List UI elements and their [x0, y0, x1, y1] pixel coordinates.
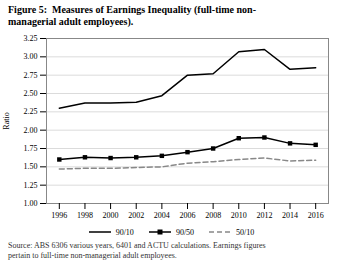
- svg-text:3.00: 3.00: [24, 52, 38, 61]
- html-text:90/50: 90/50: [175, 227, 195, 237]
- svg-text:3.25: 3.25: [24, 34, 38, 43]
- svg-text:2002: 2002: [128, 211, 144, 220]
- html-text:90/10: 90/10: [115, 227, 134, 237]
- svg-text:2016: 2016: [308, 211, 324, 220]
- svg-text:2008: 2008: [205, 211, 221, 220]
- svg-text:1998: 1998: [77, 211, 93, 220]
- svg-text:2000: 2000: [103, 211, 119, 220]
- svg-text:2.25: 2.25: [24, 107, 38, 116]
- svg-text:2.50: 2.50: [24, 89, 38, 98]
- svg-text:1.00: 1.00: [24, 199, 38, 208]
- svg-text:2.75: 2.75: [24, 71, 38, 80]
- svg-text:1.25: 1.25: [24, 181, 38, 190]
- svg-text:1.75: 1.75: [24, 144, 38, 153]
- svg-text:1.50: 1.50: [24, 162, 38, 171]
- svg-text:2012: 2012: [256, 211, 272, 220]
- svg-text:Ratio: Ratio: [2, 112, 11, 129]
- svg-text:2014: 2014: [282, 211, 298, 220]
- html-text:Figure 5: Measures of Earnings: Figure 5: Measures of Earnings Inequalit…: [8, 4, 256, 27]
- svg-text:2006: 2006: [180, 211, 196, 220]
- html-text:Source: ABS 6306 various years: Source: ABS 6306 various years, 6401 and…: [8, 241, 266, 260]
- svg-text:2.00: 2.00: [24, 126, 38, 135]
- svg-text:1996: 1996: [51, 211, 67, 220]
- svg-text:2010: 2010: [231, 211, 247, 220]
- html-text:50/10: 50/10: [236, 227, 255, 237]
- svg-text:2004: 2004: [154, 211, 170, 220]
